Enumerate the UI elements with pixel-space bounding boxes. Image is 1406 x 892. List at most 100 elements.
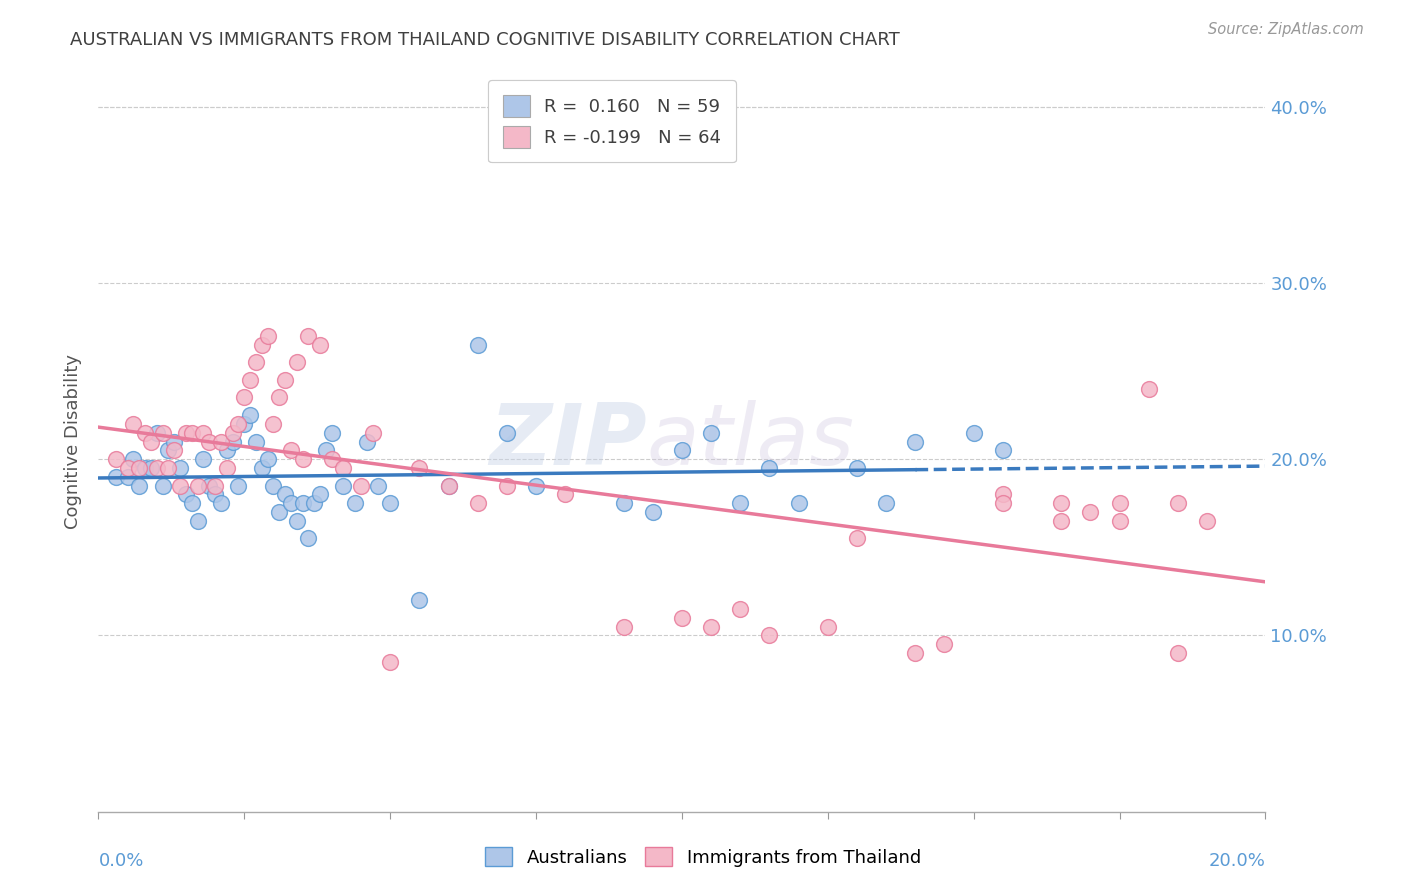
Point (285, 514, 308, 528)
Point (1167, 496, 1189, 510)
Point (152, 425, 174, 440)
Point (496, 425, 519, 440)
Point (250, 337, 273, 351)
Point (193, 425, 215, 440)
Point (408, 461, 430, 475)
Point (991, 487, 1014, 501)
Point (152, 478, 174, 492)
Point (437, 478, 460, 492)
Point (297, 328, 319, 343)
Point (1167, 646, 1189, 660)
Point (304, 496, 326, 510)
Point (239, 373, 262, 387)
Point (904, 434, 927, 449)
Point (198, 478, 221, 492)
Point (612, 496, 634, 510)
Point (380, 496, 402, 510)
Legend: R =  0.160   N = 59, R = -0.199   N = 64: R = 0.160 N = 59, R = -0.199 N = 64 (488, 80, 735, 162)
Point (315, 443, 337, 458)
Point (700, 425, 723, 440)
Point (157, 443, 180, 458)
Point (134, 461, 156, 475)
Point (233, 417, 256, 431)
Text: Source: ZipAtlas.com: Source: ZipAtlas.com (1208, 22, 1364, 37)
Point (846, 532, 869, 546)
Point (262, 478, 284, 492)
Point (350, 478, 373, 492)
Point (700, 619, 723, 633)
Point (437, 478, 460, 492)
Point (209, 496, 232, 510)
Point (187, 478, 209, 492)
Point (758, 628, 780, 642)
Text: ZIP: ZIP (489, 400, 647, 483)
Point (671, 443, 693, 458)
Point (291, 496, 314, 510)
Point (274, 373, 297, 387)
Point (146, 425, 169, 440)
Point (904, 646, 927, 660)
Point (730, 496, 752, 510)
Y-axis label: Cognitive Disability: Cognitive Disability (65, 354, 83, 529)
Point (269, 505, 291, 519)
Point (934, 637, 956, 651)
Point (1137, 382, 1160, 396)
Point (134, 425, 156, 440)
Point (180, 496, 202, 510)
Text: atlas: atlas (647, 400, 855, 483)
Text: 20.0%: 20.0% (1209, 853, 1265, 871)
Point (280, 443, 302, 458)
Point (817, 619, 839, 633)
Point (361, 425, 384, 440)
Point (1050, 496, 1073, 510)
Point (104, 452, 127, 467)
Point (467, 337, 489, 351)
Text: 0.0%: 0.0% (98, 853, 143, 871)
Point (187, 514, 209, 528)
Point (380, 655, 402, 669)
Point (117, 461, 139, 475)
Point (524, 478, 547, 492)
Point (146, 461, 169, 475)
Point (180, 425, 202, 440)
Point (467, 496, 489, 510)
Legend: Australians, Immigrants from Thailand: Australians, Immigrants from Thailand (478, 840, 928, 874)
Point (198, 434, 221, 449)
Point (1195, 514, 1218, 528)
Point (297, 532, 319, 546)
Point (139, 434, 162, 449)
Point (245, 355, 267, 369)
Point (344, 496, 367, 510)
Point (215, 461, 238, 475)
Point (122, 452, 145, 467)
Point (309, 337, 332, 351)
Point (1080, 505, 1102, 519)
Point (204, 478, 226, 492)
Point (128, 461, 150, 475)
Point (169, 478, 191, 492)
Point (274, 487, 297, 501)
Point (139, 461, 162, 475)
Point (228, 417, 250, 431)
Point (356, 434, 378, 449)
Point (332, 461, 354, 475)
Point (122, 417, 145, 431)
Point (174, 425, 197, 440)
Point (991, 496, 1014, 510)
Point (174, 487, 197, 501)
Point (117, 470, 139, 484)
Point (730, 602, 752, 616)
Point (262, 417, 284, 431)
Point (228, 478, 250, 492)
Point (758, 461, 780, 475)
Point (1050, 514, 1073, 528)
Point (163, 434, 186, 449)
Point (169, 461, 191, 475)
Point (554, 487, 576, 501)
Point (269, 391, 291, 405)
Point (321, 425, 343, 440)
Point (367, 478, 389, 492)
Point (163, 443, 186, 458)
Point (291, 452, 314, 467)
Point (846, 461, 869, 475)
